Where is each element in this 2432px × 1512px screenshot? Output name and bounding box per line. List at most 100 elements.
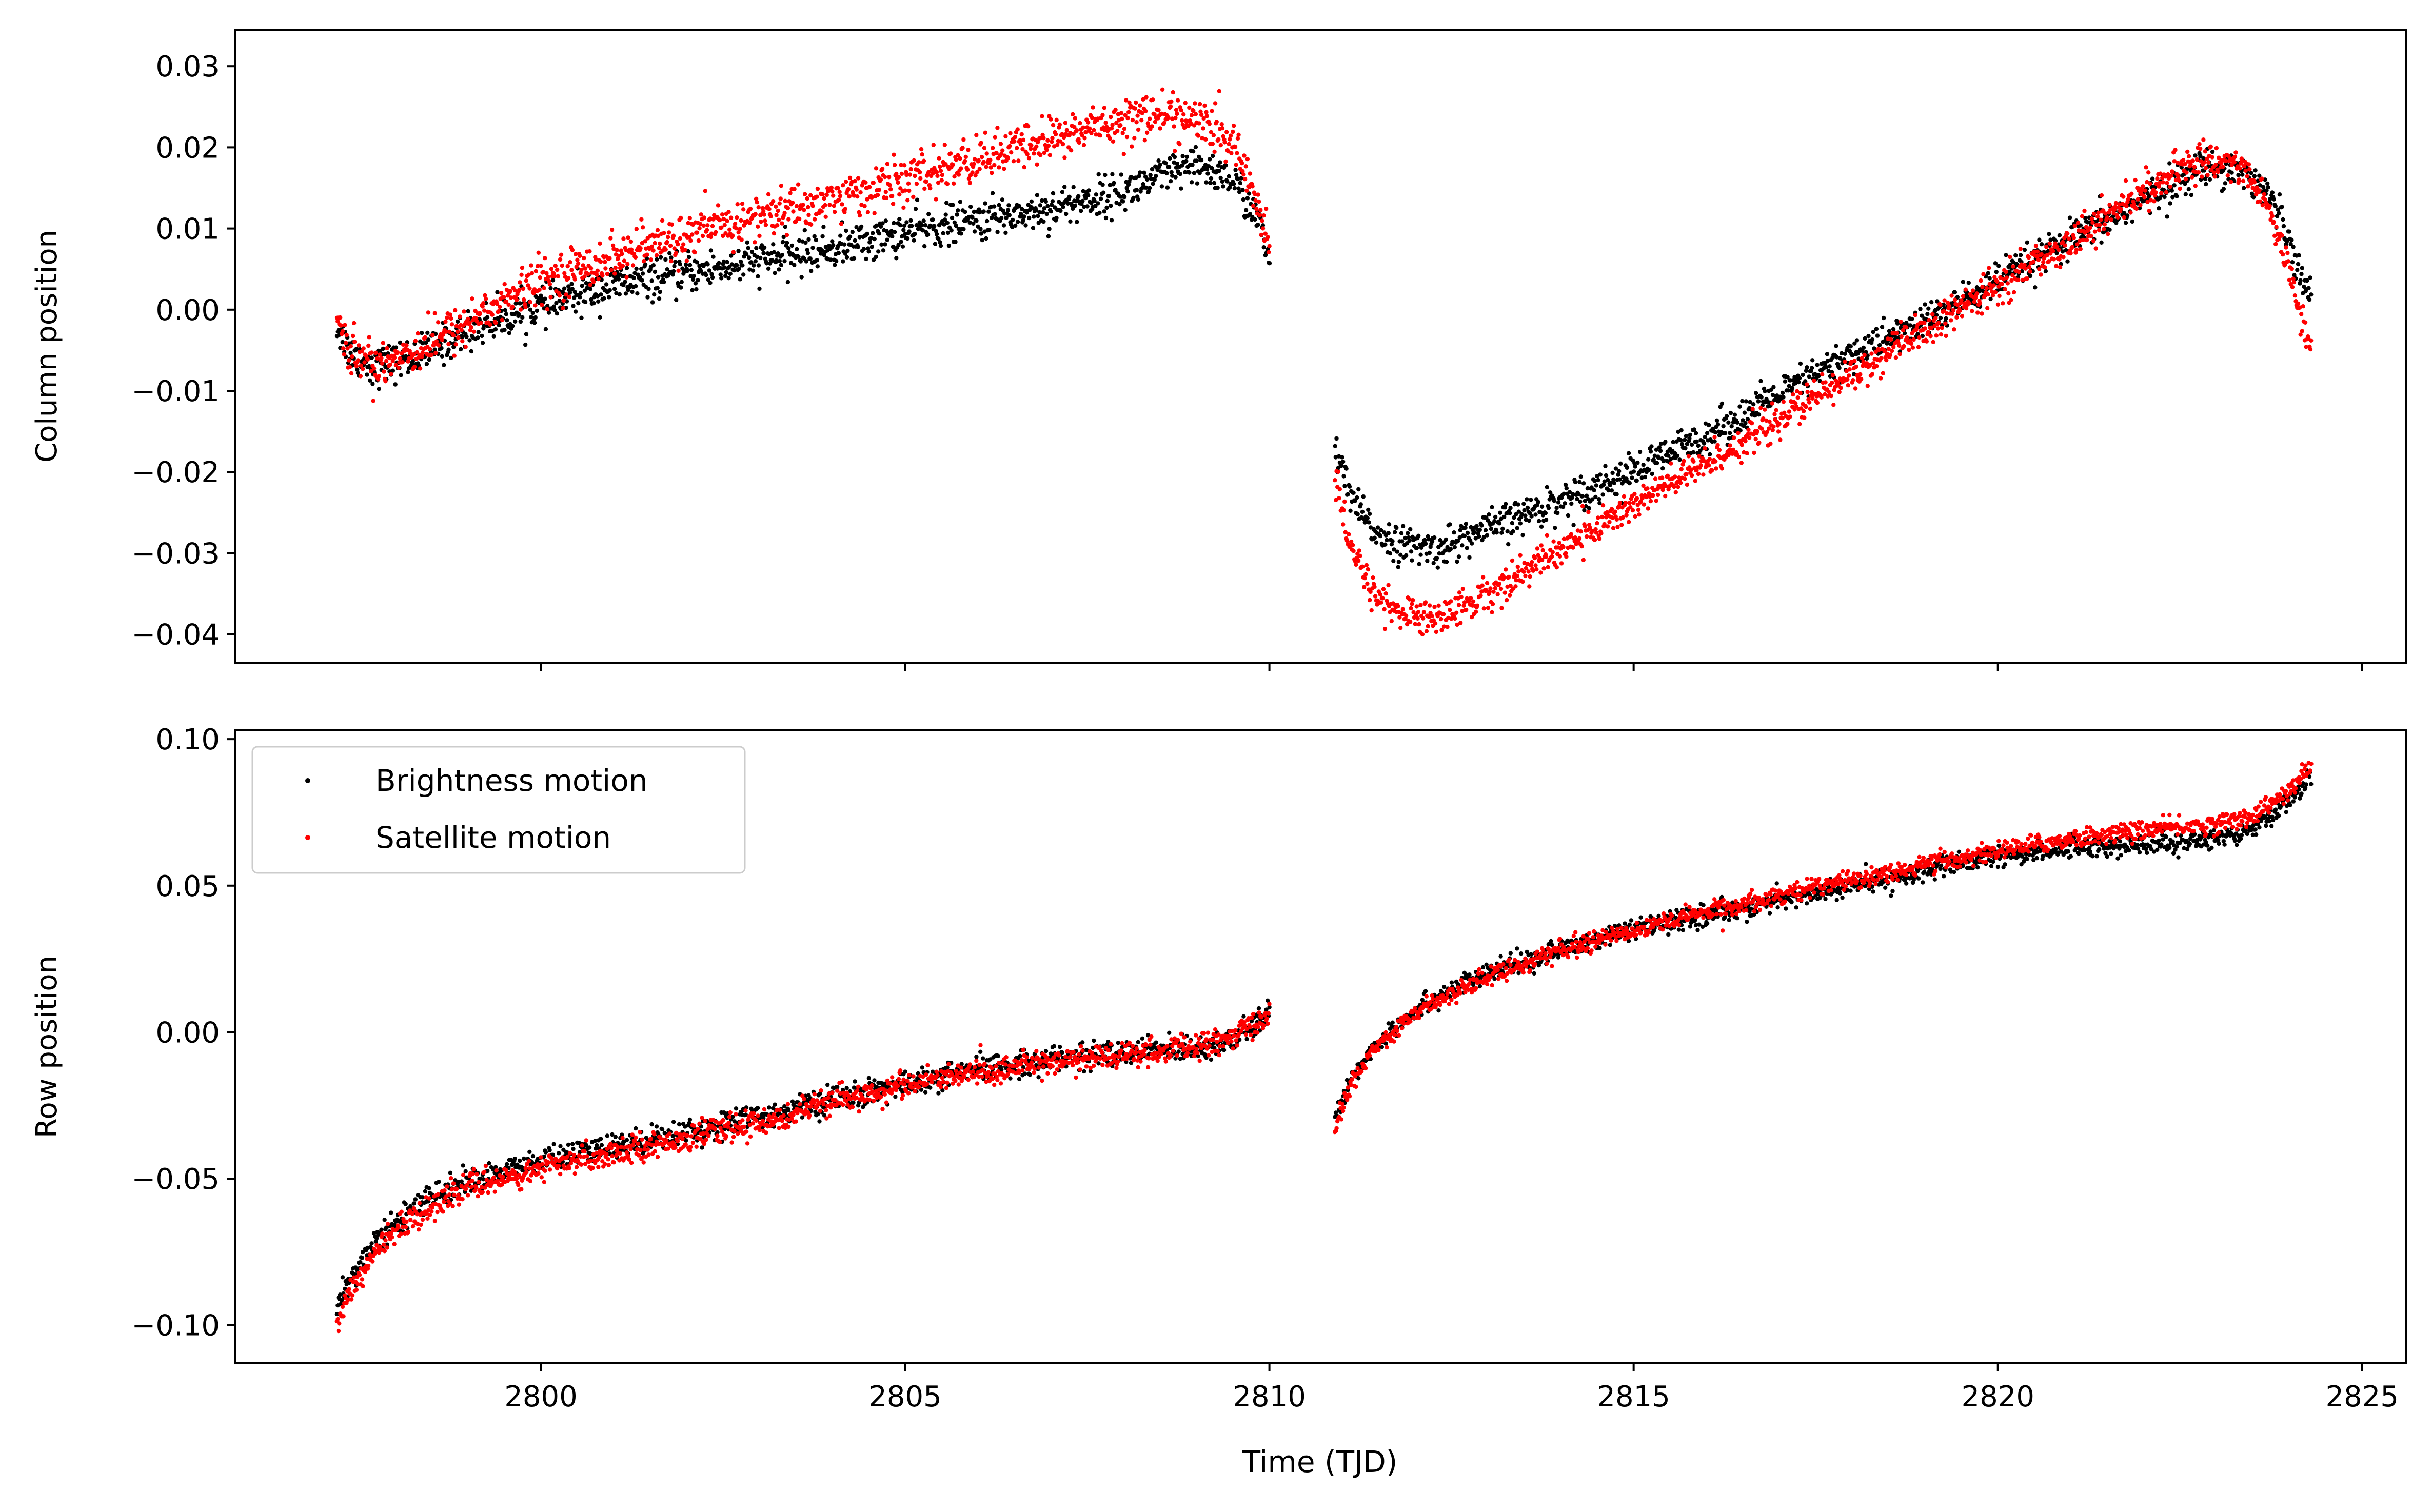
data-point bbox=[429, 352, 434, 357]
data-point bbox=[1578, 529, 1584, 534]
data-point bbox=[446, 342, 451, 347]
data-point bbox=[1922, 321, 1927, 325]
data-point bbox=[1938, 315, 1943, 321]
data-point bbox=[1418, 552, 1423, 557]
y-tick-label: 0.01 bbox=[155, 213, 220, 246]
data-point bbox=[382, 352, 387, 357]
data-point bbox=[1715, 443, 1720, 448]
data-point bbox=[2183, 192, 2188, 197]
data-point bbox=[1756, 412, 1762, 417]
data-point bbox=[2056, 247, 2061, 252]
data-point bbox=[1790, 386, 1795, 390]
data-point bbox=[1613, 509, 1617, 514]
data-point bbox=[959, 231, 963, 236]
data-point bbox=[702, 215, 707, 220]
data-point bbox=[2299, 272, 2304, 276]
data-point bbox=[1355, 495, 1359, 500]
data-point bbox=[620, 251, 624, 256]
data-point bbox=[1021, 217, 1025, 223]
data-point bbox=[752, 263, 756, 268]
data-point bbox=[1138, 170, 1142, 175]
data-point bbox=[679, 285, 683, 290]
data-point bbox=[463, 1169, 468, 1174]
data-point bbox=[1456, 554, 1461, 559]
data-point bbox=[548, 295, 553, 300]
data-point bbox=[427, 357, 432, 362]
data-point bbox=[1366, 507, 1371, 512]
data-point bbox=[960, 146, 965, 150]
data-point bbox=[780, 252, 784, 257]
data-point bbox=[1936, 321, 1941, 325]
data-point bbox=[1445, 545, 1450, 550]
data-point bbox=[1979, 278, 1983, 283]
data-point bbox=[1689, 473, 1694, 478]
data-point bbox=[1952, 297, 1958, 302]
data-point bbox=[1627, 520, 1631, 524]
data-point bbox=[2232, 160, 2237, 165]
data-point bbox=[2252, 180, 2257, 185]
data-point bbox=[623, 280, 627, 284]
data-point bbox=[1083, 195, 1088, 201]
data-point bbox=[1611, 526, 1616, 531]
data-point bbox=[538, 275, 543, 280]
data-point bbox=[1452, 616, 1457, 621]
data-point bbox=[1624, 513, 1629, 518]
data-point bbox=[728, 271, 733, 276]
data-point bbox=[1796, 380, 1801, 385]
data-point bbox=[1995, 279, 2000, 284]
data-point bbox=[669, 222, 675, 227]
data-point bbox=[1031, 226, 1036, 230]
data-point bbox=[1732, 435, 1736, 440]
data-point bbox=[668, 243, 673, 248]
data-point bbox=[557, 293, 562, 298]
data-point bbox=[1347, 484, 1352, 489]
data-point bbox=[2260, 176, 2264, 181]
data-point bbox=[2039, 252, 2044, 257]
data-point bbox=[1396, 604, 1400, 609]
data-point bbox=[1781, 395, 1786, 400]
data-point bbox=[905, 198, 910, 203]
data-point bbox=[766, 192, 771, 197]
data-point bbox=[1041, 219, 1046, 224]
data-point bbox=[1993, 290, 1998, 295]
data-point bbox=[1866, 334, 1871, 339]
data-point bbox=[773, 271, 777, 275]
data-point bbox=[903, 188, 907, 193]
data-point bbox=[358, 374, 363, 379]
data-point bbox=[1175, 98, 1180, 103]
data-point bbox=[761, 251, 766, 255]
data-point bbox=[1519, 512, 1524, 516]
data-point bbox=[1173, 115, 1178, 121]
data-point bbox=[1005, 155, 1011, 161]
data-point bbox=[942, 143, 947, 147]
data-point bbox=[469, 349, 474, 354]
data-point bbox=[907, 172, 913, 177]
data-point bbox=[1592, 488, 1596, 492]
data-point bbox=[777, 201, 782, 206]
data-point bbox=[959, 166, 963, 171]
data-point bbox=[802, 228, 807, 233]
data-point bbox=[669, 258, 674, 264]
data-point bbox=[1490, 602, 1495, 607]
data-point bbox=[1837, 366, 1842, 370]
data-point bbox=[1666, 453, 1671, 458]
data-point bbox=[449, 322, 454, 327]
data-point bbox=[1394, 525, 1399, 530]
data-point bbox=[748, 206, 753, 211]
data-point bbox=[1617, 477, 1623, 482]
data-point bbox=[424, 362, 429, 366]
data-point bbox=[1439, 628, 1444, 632]
data-point bbox=[591, 301, 596, 306]
data-point bbox=[2292, 293, 2298, 298]
data-point bbox=[427, 347, 432, 351]
data-point bbox=[1103, 215, 1109, 221]
data-point bbox=[745, 240, 749, 245]
data-point bbox=[528, 300, 532, 305]
data-point bbox=[1582, 508, 1587, 513]
data-point bbox=[1154, 174, 1158, 178]
data-point bbox=[942, 222, 946, 227]
data-point bbox=[1529, 514, 1534, 519]
data-point bbox=[709, 272, 714, 276]
data-point bbox=[2198, 146, 2203, 151]
data-point bbox=[550, 278, 556, 283]
